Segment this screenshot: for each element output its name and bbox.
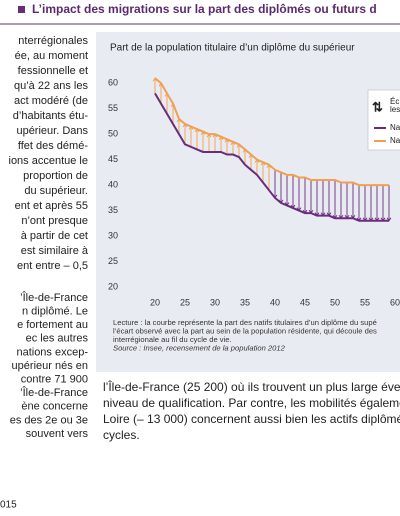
x-tick-label: 45 (300, 297, 310, 307)
body-line: es des 2e ou 3e (10, 414, 88, 426)
x-tick-label: 30 (210, 297, 220, 307)
x-tick-label: 40 (270, 297, 280, 307)
legend-arrows-icon: ⇅ (372, 99, 383, 114)
body-line: ’Île-de-France (20, 291, 88, 304)
y-tick-label: 45 (108, 154, 118, 164)
y-tick-label: 20 (108, 281, 118, 291)
body-line: à partir de cet (21, 230, 88, 242)
y-tick-label: 50 (108, 129, 118, 139)
x-tick-label: 25 (180, 297, 190, 307)
x-tick-label: 60 (390, 297, 400, 307)
y-tick-label: 25 (108, 256, 118, 266)
body-line: ’Île-de-France (20, 386, 88, 399)
body-line: cycles. (103, 428, 140, 442)
body-line: nterrégionales (18, 35, 88, 47)
y-tick-label: 40 (108, 179, 118, 189)
caption-source: Source : Insee, recensement de la popula… (113, 344, 286, 353)
body-line: proportion de (23, 170, 88, 182)
body-line: ent entre – 0,5 (17, 260, 88, 272)
body-line: upérieur. Dans (16, 125, 88, 137)
body-line: contre 71 900 (21, 374, 88, 386)
body-line: qu’à 22 ans les (14, 80, 88, 92)
body-line: l’Île-de-France (25 200) où ils trouvent… (103, 379, 400, 394)
body-line: ffet des démé- (18, 140, 88, 152)
legend-label: Na (390, 123, 400, 132)
body-line: Loire (– 13 000) concernent aussi bien l… (103, 412, 400, 426)
header-bullet (18, 6, 25, 13)
x-tick-label: 20 (150, 297, 160, 307)
y-tick-label: 30 (108, 230, 118, 240)
body-line: ent et après 55 (15, 200, 88, 212)
body-line: n diplômé. Le (22, 306, 88, 318)
series-line (154, 77, 389, 187)
y-tick-label: 35 (108, 205, 118, 215)
footer-text: 015 (0, 500, 17, 511)
body-line: souvent vers (26, 428, 89, 440)
x-tick-label: 55 (360, 297, 370, 307)
caption-line: l’écart observé avec la part au sein de … (113, 327, 377, 336)
series-line (154, 92, 389, 222)
header-title: L’impact des migrations sur la part des … (32, 2, 377, 16)
body-line: ions accentue le (9, 155, 89, 167)
chart-title: Part de la population titulaire d’un dip… (110, 43, 355, 54)
body-line: e fortement au (17, 319, 88, 331)
y-tick-label: 55 (108, 103, 118, 113)
body-line: d’habitants étu- (13, 110, 89, 122)
x-tick-label: 50 (330, 297, 340, 307)
body-line: ec les autres (26, 333, 89, 345)
body-line: nations excep- (16, 346, 88, 358)
plot-area (152, 77, 392, 222)
legend-label: Na (390, 136, 400, 145)
body-line: niveau de qualification. Par contre, les… (103, 396, 400, 410)
y-tick-label: 60 (108, 78, 118, 88)
legend-title: Éc (390, 97, 399, 106)
legend-title: les (390, 105, 400, 114)
chart-panel (96, 32, 400, 372)
body-line: est similaire à (21, 245, 89, 257)
body-line: du supérieur. (24, 185, 88, 197)
body-line: fessionnelle et (18, 65, 88, 77)
body-line: ène concerne (21, 401, 88, 413)
body-line: upérieur nés en (12, 360, 88, 372)
body-line: act modéré (de (14, 95, 88, 107)
body-line: ée, au moment (15, 50, 88, 62)
x-tick-label: 35 (240, 297, 250, 307)
caption-line: interrégionale au fil du cycle de vie. (113, 335, 232, 344)
body-line: n’ont presque (21, 215, 88, 227)
caption-line: Lecture : la courbe représente la part d… (113, 318, 377, 327)
